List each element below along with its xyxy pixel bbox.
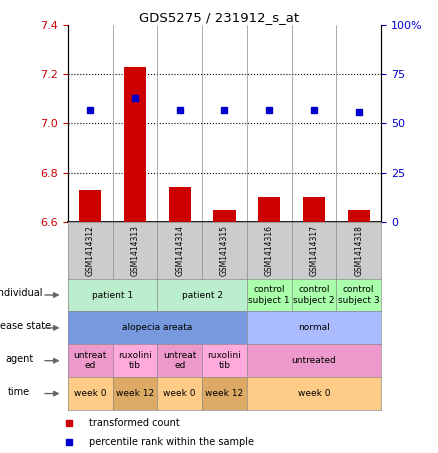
Text: individual: individual — [0, 289, 43, 299]
Text: control
subject 1: control subject 1 — [248, 285, 290, 305]
Text: GSM1414318: GSM1414318 — [354, 225, 363, 276]
Bar — [213, 210, 236, 222]
Text: disease state: disease state — [0, 321, 52, 331]
Bar — [303, 198, 325, 222]
Text: week 12: week 12 — [116, 389, 154, 398]
Text: GDS5275 / 231912_s_at: GDS5275 / 231912_s_at — [139, 11, 299, 24]
Text: GSM1414317: GSM1414317 — [310, 225, 318, 276]
Bar — [258, 198, 280, 222]
Text: week 0: week 0 — [163, 389, 196, 398]
Text: untreat
ed: untreat ed — [163, 351, 196, 371]
Text: GSM1414314: GSM1414314 — [175, 225, 184, 276]
Text: week 0: week 0 — [74, 389, 106, 398]
Text: GSM1414312: GSM1414312 — [86, 225, 95, 276]
Text: untreated: untreated — [292, 356, 336, 365]
Text: transformed count: transformed count — [89, 418, 180, 428]
Text: normal: normal — [298, 323, 330, 333]
Text: time: time — [8, 387, 30, 397]
Text: alopecia areata: alopecia areata — [122, 323, 192, 333]
Bar — [124, 67, 146, 222]
Text: agent: agent — [5, 354, 33, 364]
Text: control
subject 3: control subject 3 — [338, 285, 379, 305]
Text: percentile rank within the sample: percentile rank within the sample — [89, 437, 254, 447]
Text: ruxolini
tib: ruxolini tib — [208, 351, 241, 371]
Text: GSM1414313: GSM1414313 — [131, 225, 139, 276]
Bar — [347, 210, 370, 222]
Text: GSM1414315: GSM1414315 — [220, 225, 229, 276]
Text: week 12: week 12 — [205, 389, 244, 398]
Text: ruxolini
tib: ruxolini tib — [118, 351, 152, 371]
Text: untreat
ed: untreat ed — [74, 351, 107, 371]
Text: control
subject 2: control subject 2 — [293, 285, 335, 305]
Bar — [79, 190, 102, 222]
Text: GSM1414316: GSM1414316 — [265, 225, 274, 276]
Text: patient 1: patient 1 — [92, 290, 133, 299]
Bar — [169, 188, 191, 222]
Text: week 0: week 0 — [298, 389, 330, 398]
Text: patient 2: patient 2 — [182, 290, 223, 299]
